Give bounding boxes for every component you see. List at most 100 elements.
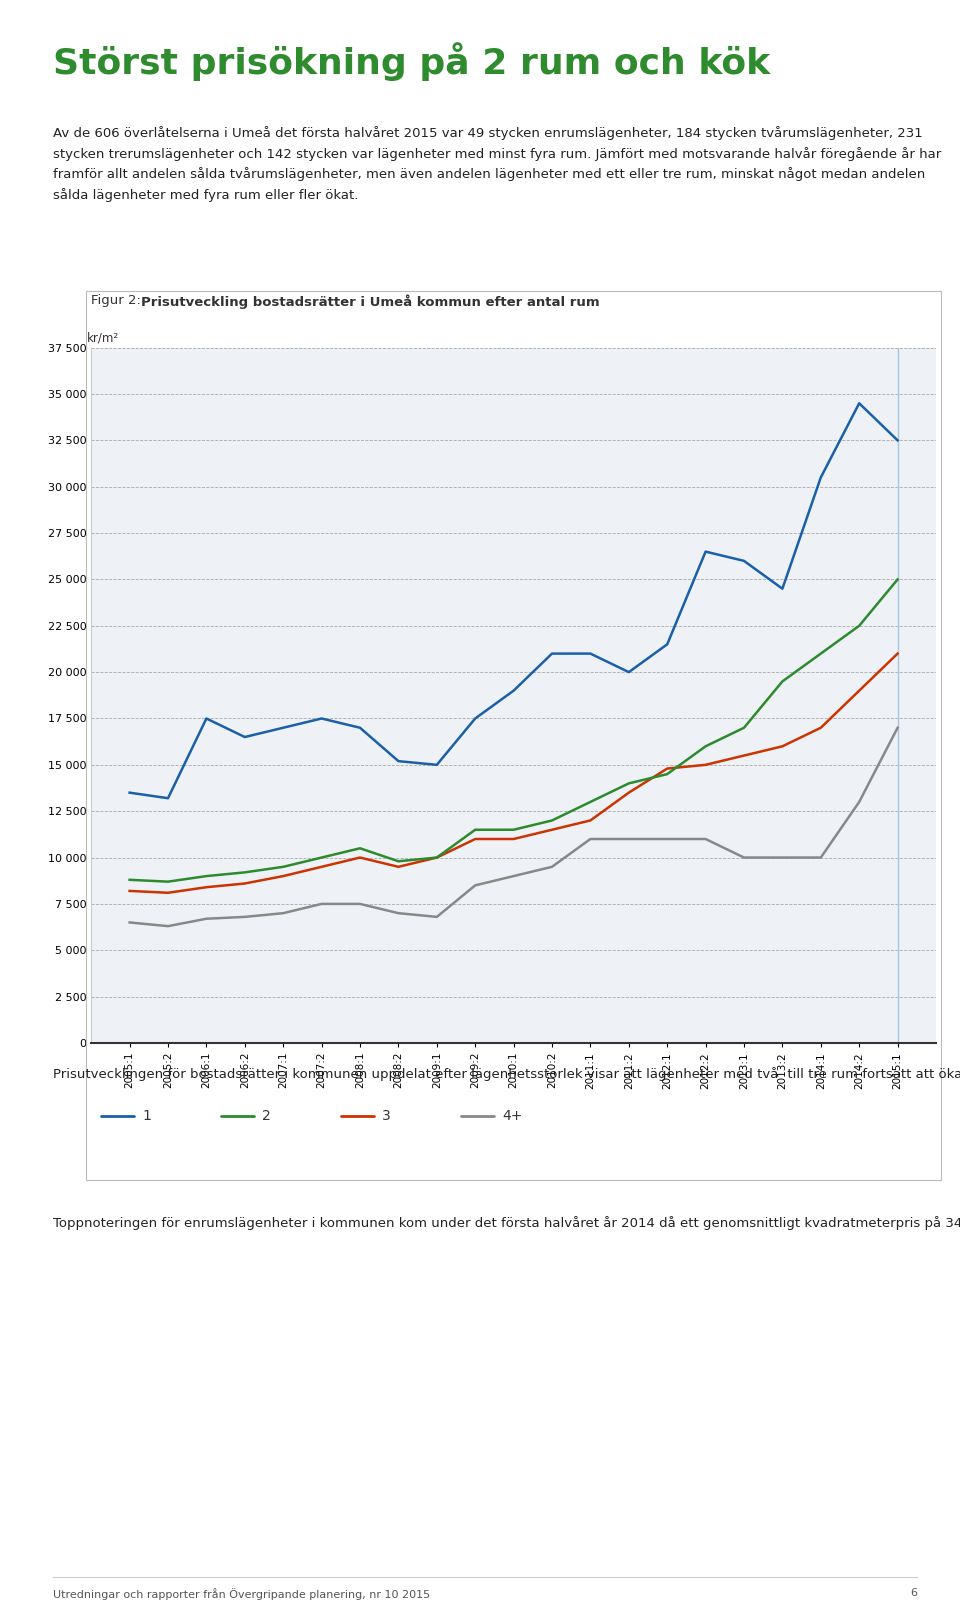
4+ — [316, 894, 327, 914]
Line: 1: 1 — [130, 403, 898, 799]
Text: 3: 3 — [382, 1109, 391, 1122]
2 — [700, 737, 711, 757]
3 — [354, 847, 366, 867]
Text: Prisutveckling bostadsrätter i Umeå kommun efter antal rum: Prisutveckling bostadsrätter i Umeå komm… — [141, 294, 600, 309]
2 — [508, 820, 519, 839]
1 — [815, 467, 827, 487]
1 — [738, 551, 750, 571]
4+ — [661, 830, 673, 849]
2 — [354, 839, 366, 859]
4+ — [239, 907, 251, 927]
2 — [815, 644, 827, 663]
4+ — [162, 917, 174, 936]
3 — [546, 820, 558, 839]
3 — [508, 830, 519, 849]
2 — [892, 569, 903, 589]
3 — [623, 783, 635, 802]
3 — [124, 881, 135, 901]
1 — [623, 663, 635, 682]
3 — [585, 810, 596, 830]
4+ — [700, 830, 711, 849]
4+ — [393, 904, 404, 923]
4+ — [546, 857, 558, 876]
3 — [316, 857, 327, 876]
Line: 3: 3 — [130, 653, 898, 893]
1 — [124, 783, 135, 802]
4+ — [853, 792, 865, 812]
1 — [277, 718, 289, 737]
3 — [892, 644, 903, 663]
2 — [738, 718, 750, 737]
Text: 4+: 4+ — [502, 1109, 522, 1122]
4+ — [124, 912, 135, 931]
Text: 2: 2 — [262, 1109, 271, 1122]
2 — [546, 810, 558, 830]
4+ — [354, 894, 366, 914]
1 — [201, 708, 212, 728]
4+ — [277, 904, 289, 923]
2 — [661, 765, 673, 784]
1 — [162, 789, 174, 808]
2 — [431, 847, 443, 867]
Text: Utredningar och rapporter från Övergripande planering, nr 10 2015: Utredningar och rapporter från Övergripa… — [53, 1588, 430, 1599]
1 — [316, 708, 327, 728]
1 — [700, 542, 711, 561]
2 — [469, 820, 481, 839]
1 — [431, 755, 443, 775]
4+ — [777, 847, 788, 867]
1 — [892, 430, 903, 450]
3 — [661, 758, 673, 778]
4+ — [738, 847, 750, 867]
3 — [700, 755, 711, 775]
2 — [201, 867, 212, 886]
2 — [239, 863, 251, 883]
1 — [469, 708, 481, 728]
2 — [162, 872, 174, 891]
1 — [661, 634, 673, 653]
2 — [853, 616, 865, 635]
1 — [585, 644, 596, 663]
2 — [124, 870, 135, 889]
3 — [162, 883, 174, 902]
Text: 6: 6 — [910, 1588, 917, 1598]
4+ — [508, 867, 519, 886]
1 — [354, 718, 366, 737]
Text: Toppnoteringen för enrumslägenheter i kommunen kom under det första halvåret år : Toppnoteringen för enrumslägenheter i ko… — [53, 1216, 960, 1231]
3 — [431, 847, 443, 867]
3 — [738, 745, 750, 765]
3 — [239, 873, 251, 893]
Text: kr/m²: kr/m² — [86, 331, 118, 344]
3 — [777, 737, 788, 757]
1 — [239, 728, 251, 747]
2 — [277, 857, 289, 876]
Text: Prisutvecklingen för bostadsrätter i kommunen uppdelat efter lägenhetsstorlek vi: Prisutvecklingen för bostadsrätter i kom… — [53, 1067, 960, 1082]
4+ — [431, 907, 443, 927]
3 — [201, 878, 212, 897]
3 — [469, 830, 481, 849]
Line: 2: 2 — [130, 579, 898, 881]
Text: Störst prisökning på 2 rum och kök: Störst prisökning på 2 rum och kök — [53, 42, 770, 81]
Line: 4+: 4+ — [130, 728, 898, 927]
Text: Figur 2:: Figur 2: — [91, 294, 145, 307]
1 — [777, 579, 788, 598]
3 — [815, 718, 827, 737]
3 — [853, 681, 865, 700]
3 — [393, 857, 404, 876]
1 — [546, 644, 558, 663]
1 — [508, 681, 519, 700]
2 — [393, 852, 404, 872]
2 — [623, 773, 635, 792]
4+ — [892, 718, 903, 737]
1 — [393, 752, 404, 771]
4+ — [201, 909, 212, 928]
4+ — [585, 830, 596, 849]
3 — [277, 867, 289, 886]
4+ — [815, 847, 827, 867]
1 — [853, 393, 865, 412]
Text: 1: 1 — [142, 1109, 151, 1122]
4+ — [469, 876, 481, 896]
4+ — [623, 830, 635, 849]
2 — [585, 792, 596, 812]
2 — [777, 671, 788, 690]
Text: Av de 606 överlåtelserna i Umeå det första halvåret 2015 var 49 stycken enrumslä: Av de 606 överlåtelserna i Umeå det förs… — [53, 126, 941, 202]
